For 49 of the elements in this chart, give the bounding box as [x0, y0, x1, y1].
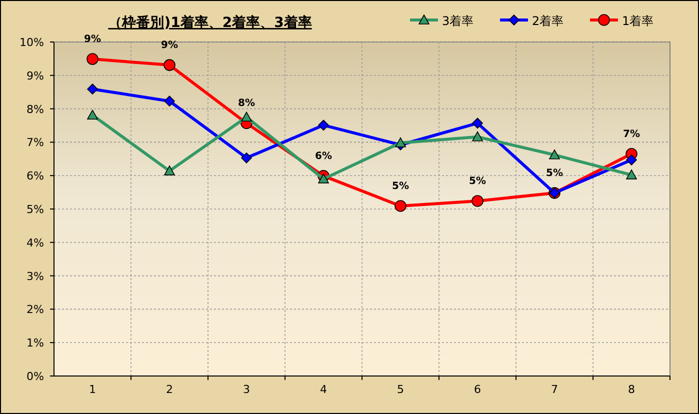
- y-tick-label: 0%: [26, 370, 44, 383]
- x-tick-label: 3: [243, 383, 250, 396]
- point: [318, 120, 329, 131]
- y-tick-label: 2%: [26, 303, 44, 316]
- y-tick-label: 8%: [26, 102, 44, 116]
- x-tick-label: 8: [628, 383, 635, 396]
- legend-label: 3着率: [442, 14, 474, 28]
- y-tick-label: 4%: [26, 236, 44, 250]
- data-label: 5%: [546, 168, 563, 179]
- data-label: 7%: [623, 128, 640, 140]
- point: [241, 152, 252, 164]
- point: [549, 149, 560, 160]
- point: [86, 53, 98, 65]
- legend-label: 2着率: [532, 14, 564, 28]
- point: [164, 59, 176, 71]
- x-tick-label: 5: [397, 383, 404, 396]
- chart-title: （枠番別)1着率、2着率、3着率: [108, 14, 312, 31]
- x-tick-label: 2: [166, 383, 173, 396]
- x-tick-label: 7: [551, 383, 558, 396]
- y-tick-label: 5%: [26, 203, 44, 216]
- point: [472, 195, 484, 207]
- y-tick-label: 6%: [26, 170, 44, 183]
- point: [626, 154, 637, 166]
- data-label: 9%: [161, 40, 178, 52]
- y-tick-label: 1%: [26, 336, 44, 350]
- point: [626, 170, 637, 180]
- x-tick-label: 4: [320, 383, 327, 396]
- point: [395, 137, 406, 148]
- data-label: 5%: [469, 176, 486, 187]
- legend-label: 1着率: [622, 14, 654, 28]
- point: [318, 174, 329, 184]
- x-tick-label: 1: [89, 383, 96, 396]
- data-label: 8%: [238, 98, 255, 110]
- point: [241, 112, 252, 122]
- point: [87, 84, 98, 94]
- point: [472, 118, 483, 129]
- point: [87, 110, 98, 120]
- point: [394, 200, 406, 212]
- data-label: 5%: [392, 180, 409, 192]
- y-tick-label: 10%: [20, 36, 44, 49]
- point: [472, 131, 483, 142]
- x-tick-label: 6: [474, 383, 481, 396]
- point: [164, 96, 175, 107]
- point: [164, 166, 175, 176]
- y-tick-label: 9%: [26, 69, 44, 82]
- y-tick-label: 3%: [26, 270, 44, 283]
- y-tick-label: 7%: [26, 136, 44, 150]
- data-label: 6%: [315, 150, 332, 162]
- data-label: 9%: [84, 34, 101, 46]
